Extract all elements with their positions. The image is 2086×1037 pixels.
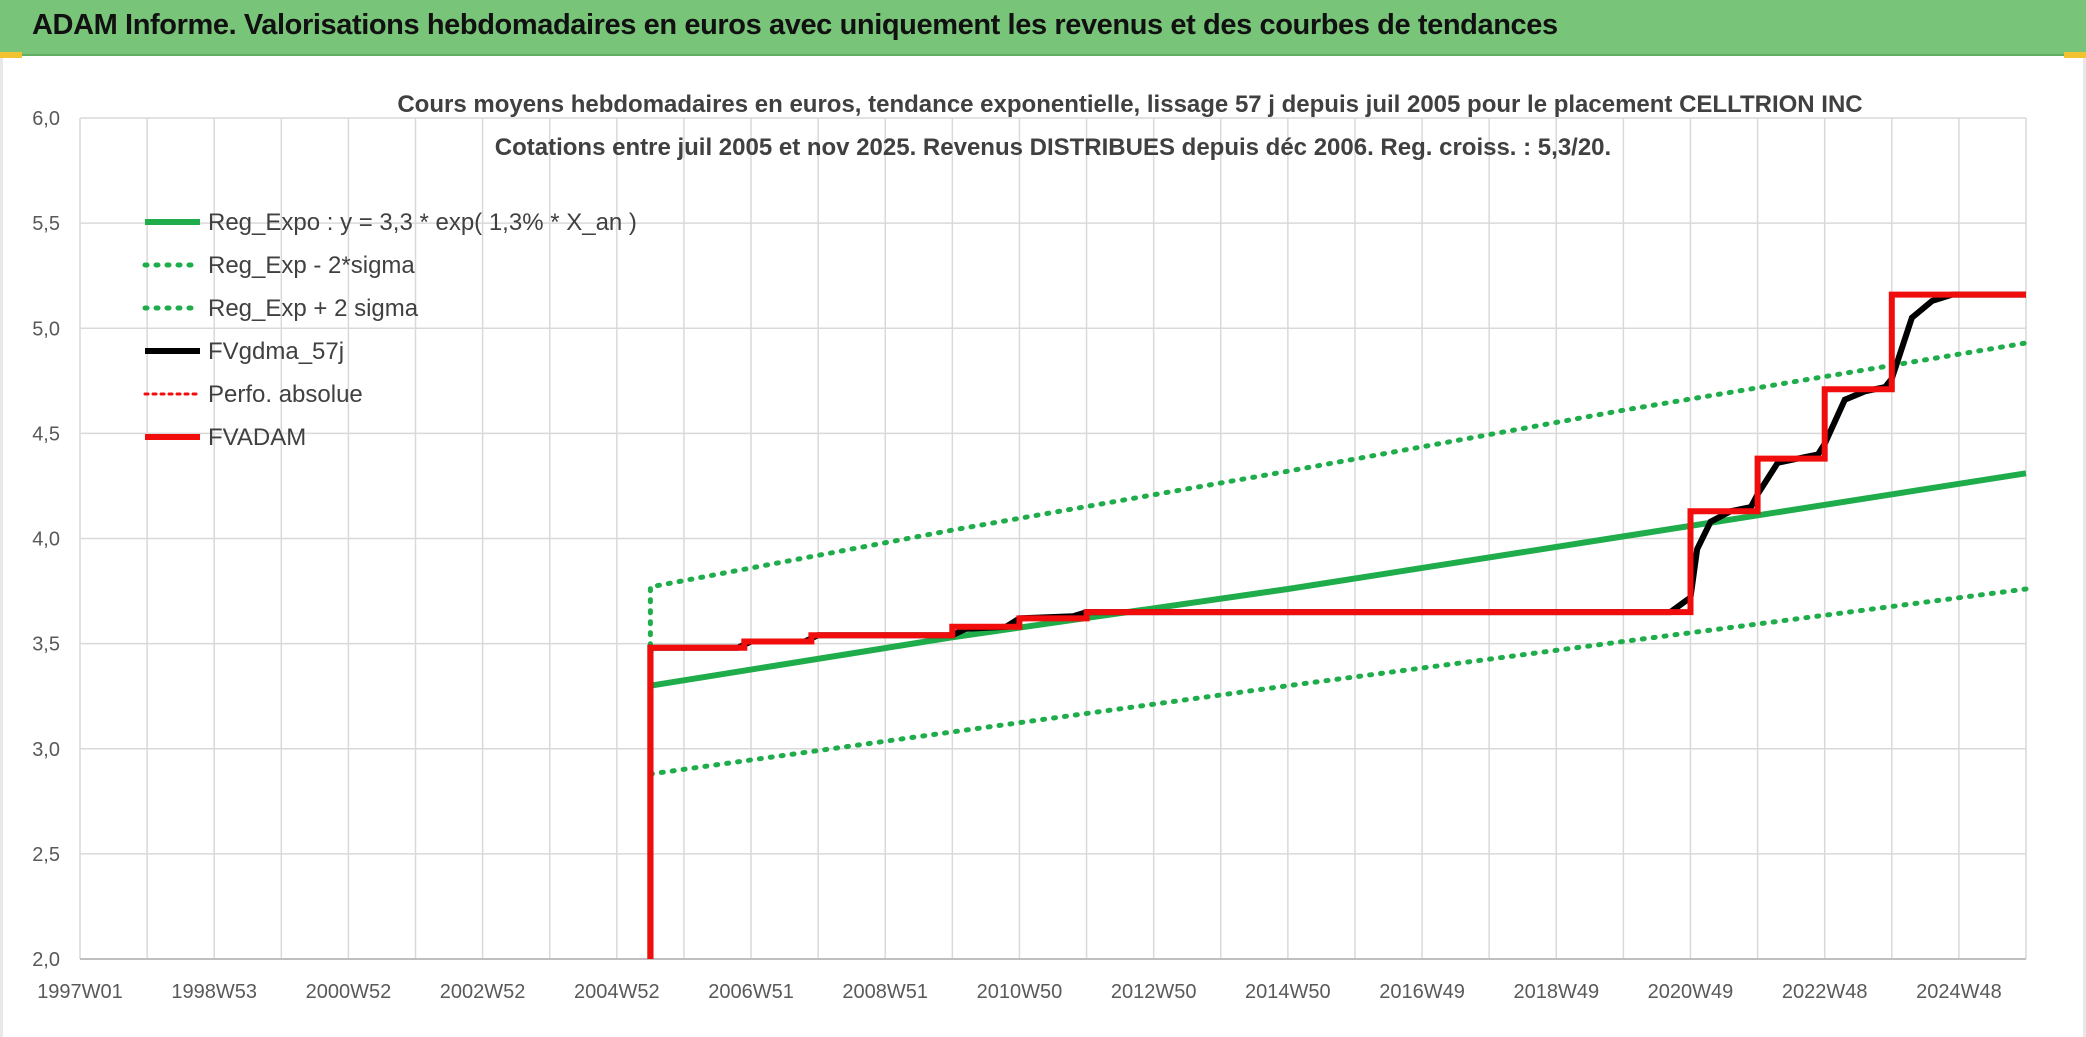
- report-title: ADAM Informe. Valorisations hebdomadaire…: [32, 9, 1558, 41]
- legend-label: Reg_Exp + 2 sigma: [208, 295, 419, 322]
- chart-frame: [0, 58, 2086, 1037]
- y-tick-label: 6,0: [32, 108, 60, 130]
- y-tick-label: 2,0: [32, 949, 60, 971]
- series-line: [647, 586, 2029, 777]
- chart-series: [647, 291, 2029, 959]
- x-tick-label: 2000W52: [306, 981, 392, 1003]
- chart-title: Cours moyens hebdomadaires en euros, ten…: [397, 91, 1862, 118]
- x-tick-label: 2020W49: [1648, 981, 1734, 1003]
- x-tick-label: 1998W53: [171, 981, 257, 1003]
- legend-label: FVADAM: [208, 424, 306, 451]
- y-tick-label: 3,5: [32, 634, 60, 656]
- y-tick-label: 3,0: [32, 739, 60, 761]
- legend-label: Reg_Exp - 2*sigma: [208, 252, 415, 279]
- x-tick-label: 2022W48: [1782, 981, 1868, 1003]
- x-tick-label: 2006W51: [708, 981, 794, 1003]
- legend-label: Reg_Expo : y = 3,3 * exp( 1,3% * X_an ): [208, 209, 637, 236]
- x-tick-label: 2002W52: [440, 981, 526, 1003]
- corner-mark-left: [0, 52, 22, 58]
- y-tick-label: 4,5: [32, 423, 60, 445]
- x-tick-label: 2016W49: [1379, 981, 1465, 1003]
- x-tick-label: 2014W50: [1245, 981, 1331, 1003]
- x-tick-label: 1997W01: [37, 981, 123, 1003]
- chart-subtitle: Cotations entre juil 2005 et nov 2025. R…: [495, 134, 1611, 161]
- x-tick-label: 2004W52: [574, 981, 660, 1003]
- legend-label: Perfo. absolue: [208, 381, 363, 408]
- series-line: [647, 291, 2026, 959]
- y-tick-label: 2,5: [32, 844, 60, 866]
- x-tick-label: 2012W50: [1111, 981, 1197, 1003]
- series-line: [647, 291, 2026, 959]
- corner-mark-right: [2064, 52, 2086, 58]
- series-line: [647, 340, 2029, 649]
- x-tick-label: 2008W51: [842, 981, 928, 1003]
- chart-legend: Reg_Expo : y = 3,3 * exp( 1,3% * X_an ) R…: [142, 209, 637, 451]
- x-tick-label: 2024W48: [1916, 981, 2002, 1003]
- x-tick-label: 2018W49: [1513, 981, 1599, 1003]
- x-tick-label: 2010W50: [977, 981, 1063, 1003]
- y-tick-label: 5,0: [32, 318, 60, 340]
- series-line: [649, 470, 2027, 689]
- y-tick-label: 4,0: [32, 529, 60, 551]
- chart-grid: [79, 117, 2027, 960]
- legend-label: FVgdma_57j: [208, 338, 344, 365]
- chart-axes: 2,0 2,5 3,0 3,5 4,0 4,5 5,0 5,5 6,0 1997W01 1998W5…: [32, 108, 2026, 1003]
- y-tick-label: 5,5: [32, 213, 60, 235]
- report-banner: ADAM Informe. Valorisations hebdomadaire…: [0, 0, 2086, 56]
